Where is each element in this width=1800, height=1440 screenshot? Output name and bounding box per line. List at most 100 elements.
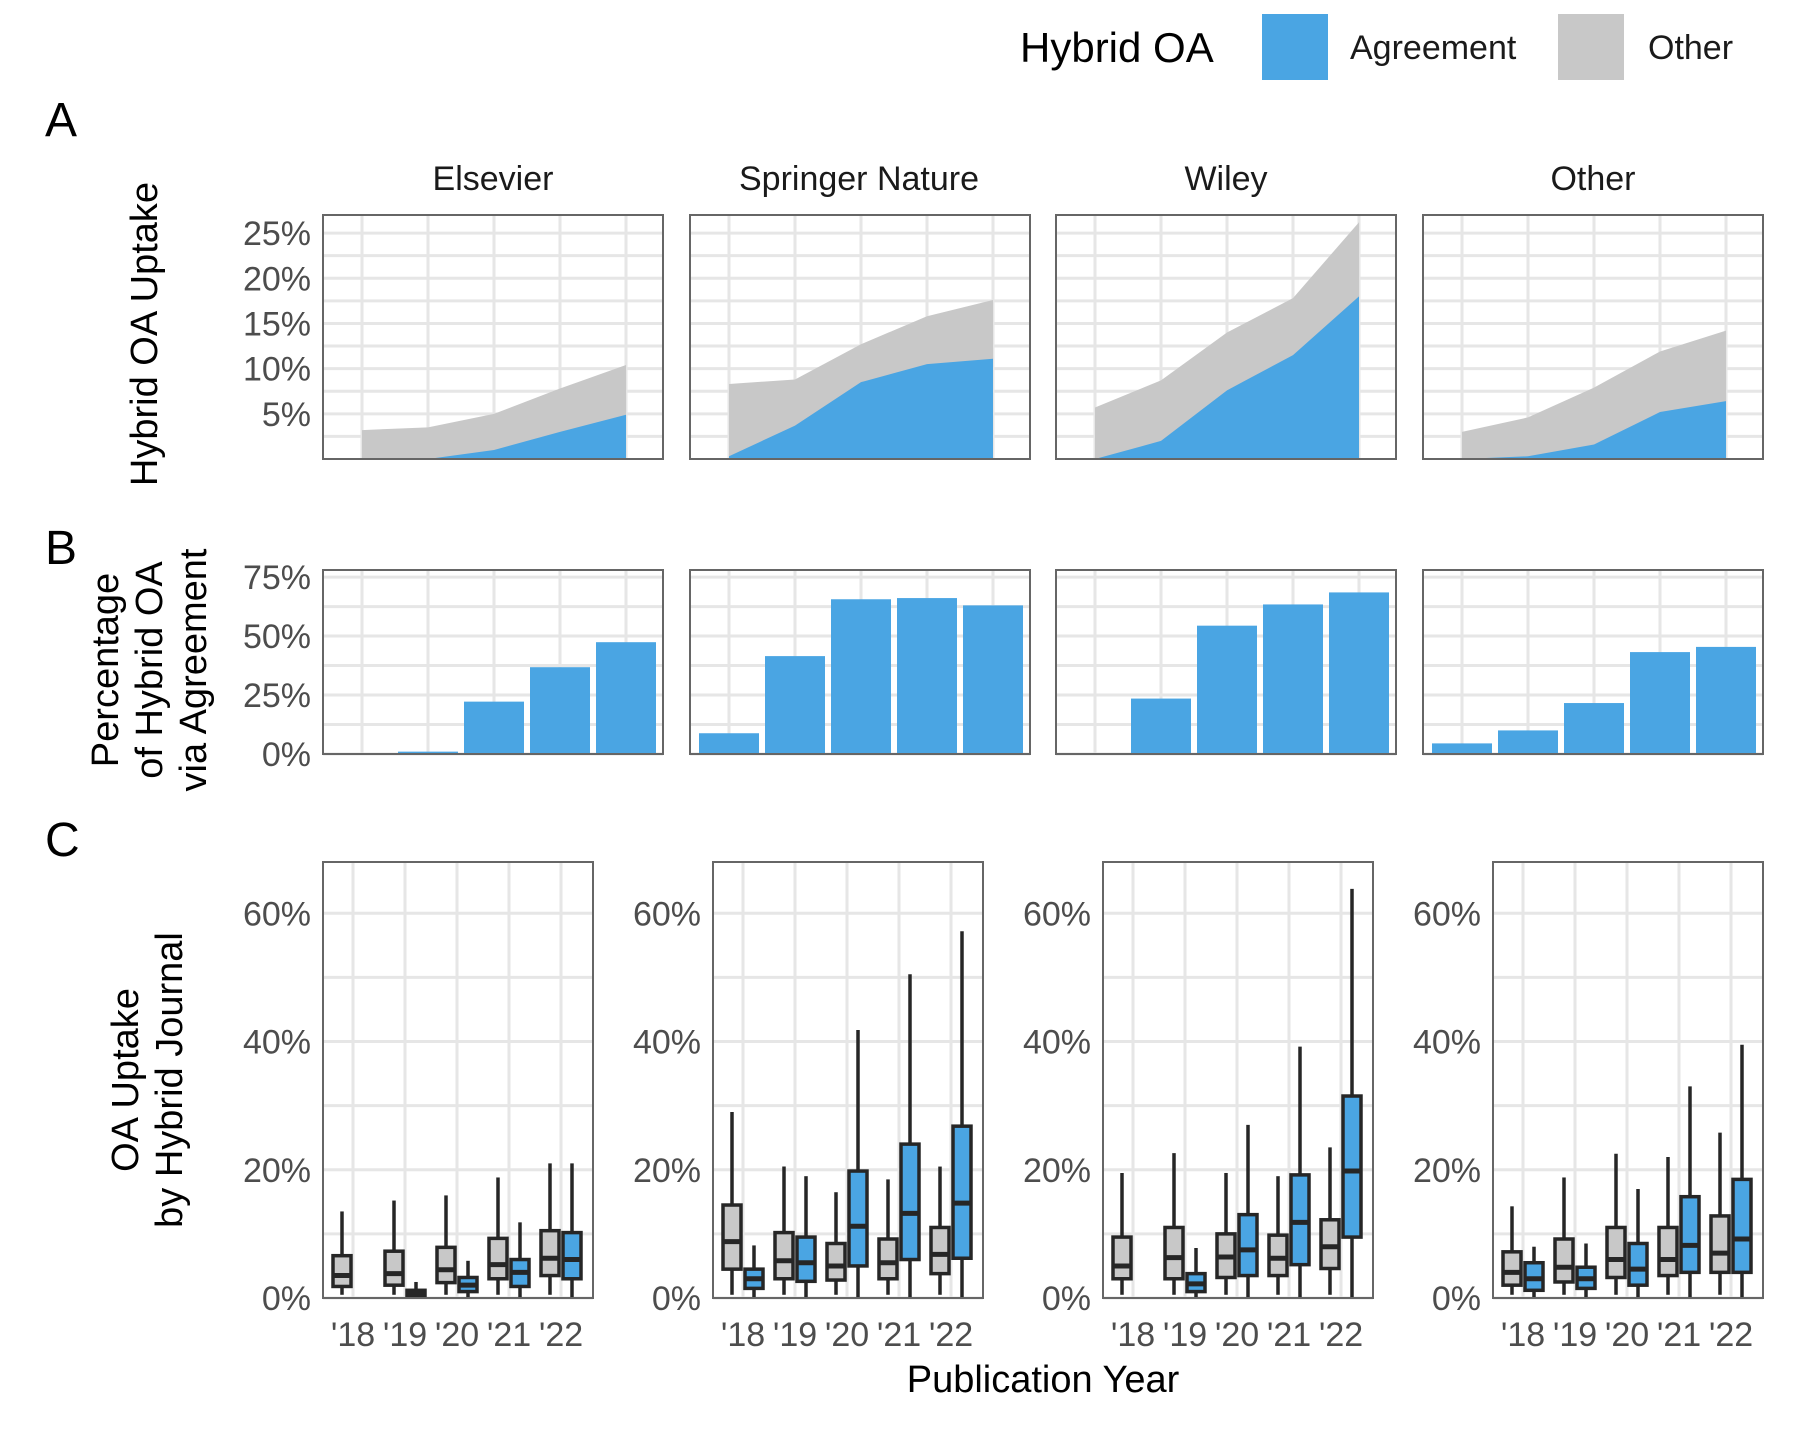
box-iqr [795, 1235, 817, 1284]
bar-wiley-2021 [1263, 604, 1323, 754]
box-springer-nature-2020-agreement [847, 1029, 869, 1298]
bar-elsevier-2022 [596, 642, 656, 754]
box-elsevier-2022-other [539, 1163, 561, 1295]
y-tick-label-a: 20% [243, 260, 311, 298]
bar-elsevier-2021 [530, 667, 590, 754]
y-tick-label-c: 40% [633, 1024, 701, 1062]
panel-tag-b: B [45, 522, 77, 575]
bar-springer-nature-2021 [897, 598, 957, 754]
box-iqr [1627, 1241, 1649, 1287]
panel-c-facet-wiley: 0% 20% 40% 60% '18'19'20'21'22 [1023, 861, 1374, 1354]
bar-springer-nature-2020 [831, 599, 891, 754]
box-iqr [331, 1253, 353, 1289]
panel-b-facet-other [1422, 569, 1764, 756]
panel-a-facet-elsevier: 5% 10% 15% 20% 25% [243, 214, 664, 460]
box-elsevier-2021-agreement [509, 1222, 531, 1298]
panel-c-facet-other: 0% 20% 40% 60% '18'19'20'21'22 [1413, 861, 1764, 1354]
box-springer-nature-2018-agreement [743, 1245, 765, 1298]
box-iqr [951, 1124, 973, 1260]
x-tick-label: '20 [1215, 1316, 1259, 1354]
y-title-b-line3: via Agreement [173, 548, 215, 791]
x-axis-title: Publication Year [907, 1359, 1180, 1401]
panel-frame [1055, 214, 1397, 460]
bar-wiley-2020 [1197, 625, 1257, 754]
y-tick-label-c: 20% [633, 1152, 701, 1190]
box-iqr [847, 1169, 869, 1268]
legend-title: Hybrid OA [1020, 24, 1214, 71]
box-iqr [1237, 1212, 1259, 1278]
legend-label-other: Other [1648, 29, 1733, 67]
bar-springer-nature-2019 [765, 656, 825, 754]
bar-other-2018 [1432, 743, 1492, 754]
y-title-c-line2: by Hybrid Journal [149, 932, 191, 1228]
panel-tag-c: C [45, 814, 80, 867]
box-other-2018-other [1501, 1206, 1523, 1295]
box-elsevier-2019-agreement [405, 1281, 427, 1299]
panel-frame [689, 214, 1031, 460]
x-tick-label: '18 [1111, 1316, 1155, 1354]
box-springer-nature-2021-other [877, 1179, 899, 1295]
y-tick-label-b: 50% [243, 618, 311, 656]
box-springer-nature-2019-other [773, 1166, 795, 1295]
box-other-2021-agreement [1679, 1086, 1701, 1298]
box-other-2022-other [1709, 1132, 1731, 1295]
x-tick-label: '22 [1319, 1316, 1363, 1354]
panel-frame [322, 569, 664, 755]
box-other-2019-other [1553, 1177, 1575, 1295]
facet-label-wiley: Wiley [1184, 160, 1267, 198]
box-wiley-2020-other [1215, 1172, 1237, 1295]
bar-wiley-2022 [1329, 592, 1389, 754]
panel-frame [689, 569, 1031, 755]
facet-label-other: Other [1550, 160, 1635, 198]
panel-b-facet-elsevier: 0% 25% 50% 75% [243, 559, 664, 774]
box-iqr [1267, 1233, 1289, 1278]
y-tick-label-c: 20% [1023, 1152, 1091, 1190]
box-elsevier-2021-other [487, 1177, 509, 1295]
box-iqr [561, 1230, 583, 1281]
x-tick-label: '21 [1267, 1316, 1311, 1354]
y-tick-label-c: 40% [1023, 1024, 1091, 1062]
bar-wiley-2019 [1131, 698, 1191, 754]
y-tick-label-c: 60% [1023, 895, 1091, 933]
x-tick-label: '19 [1163, 1316, 1207, 1354]
panel-c-facet-elsevier: 0% 20% 40% 60% '18'19'20'21'22 [243, 861, 594, 1354]
box-iqr [1709, 1214, 1731, 1275]
x-tick-label: '18 [331, 1316, 375, 1354]
box-iqr [435, 1245, 457, 1285]
x-tick-label: '18 [1501, 1316, 1545, 1354]
box-iqr [721, 1203, 743, 1271]
area-agreement-springer-nature [729, 358, 993, 459]
y-tick-label-a: 5% [262, 396, 311, 434]
y-tick-label-b: 25% [243, 677, 311, 715]
y-tick-label-c: 40% [1413, 1024, 1481, 1062]
panel-a-facet-other [1422, 214, 1764, 460]
y-tick-label-c: 20% [243, 1152, 311, 1190]
y-tick-label-c: 0% [652, 1280, 701, 1318]
panel-frame [1492, 861, 1764, 1299]
y-title-a: Hybrid OA Uptake [124, 182, 166, 486]
box-wiley-2019-agreement [1185, 1247, 1207, 1298]
box-iqr [1341, 1094, 1363, 1239]
y-tick-label-a: 25% [243, 215, 311, 253]
box-elsevier-2022-agreement [561, 1163, 583, 1298]
box-springer-nature-2021-agreement [899, 974, 921, 1298]
x-tick-label: '19 [773, 1316, 817, 1354]
bar-other-2019 [1498, 730, 1558, 754]
box-other-2021-other [1657, 1156, 1679, 1295]
legend-swatch-other [1558, 14, 1624, 80]
facet-label-springer-nature: Springer Nature [739, 160, 979, 198]
box-other-2022-agreement [1731, 1044, 1753, 1298]
box-iqr [383, 1249, 405, 1287]
box-wiley-2019-other [1163, 1153, 1185, 1295]
panel-tag-a: A [45, 94, 77, 147]
box-other-2019-agreement [1575, 1243, 1597, 1298]
box-springer-nature-2018-other [721, 1112, 743, 1295]
box-wiley-2021-agreement [1289, 1046, 1311, 1298]
box-springer-nature-2022-agreement [951, 931, 973, 1298]
box-iqr [899, 1142, 921, 1262]
box-iqr [1553, 1237, 1575, 1284]
box-iqr [1731, 1177, 1753, 1275]
box-wiley-2018-other [1111, 1172, 1133, 1295]
bar-other-2020 [1564, 703, 1624, 754]
